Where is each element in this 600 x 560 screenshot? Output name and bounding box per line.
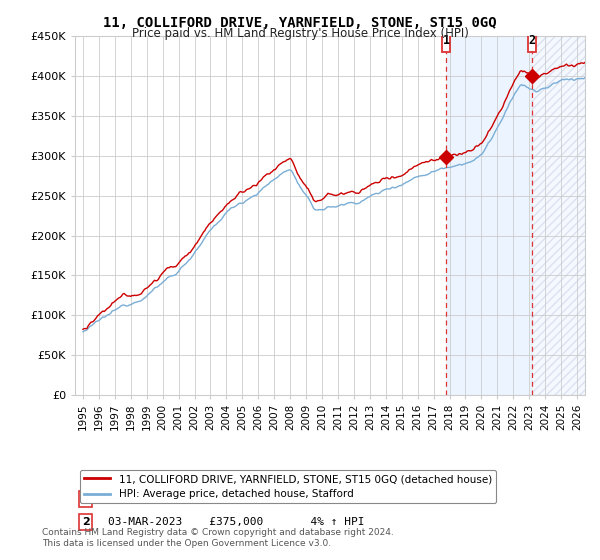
Text: Contains HM Land Registry data © Crown copyright and database right 2024.
This d: Contains HM Land Registry data © Crown c… — [42, 528, 394, 548]
Text: 1: 1 — [443, 34, 450, 47]
Legend: 11, COLLIFORD DRIVE, YARNFIELD, STONE, ST15 0GQ (detached house), HPI: Average p: 11, COLLIFORD DRIVE, YARNFIELD, STONE, S… — [80, 470, 496, 503]
FancyBboxPatch shape — [442, 29, 451, 52]
Bar — [446, 36, 532, 395]
Text: 2: 2 — [82, 517, 89, 527]
Text: 1: 1 — [82, 494, 89, 504]
Text: 11, COLLIFORD DRIVE, YARNFIELD, STONE, ST15 0GQ: 11, COLLIFORD DRIVE, YARNFIELD, STONE, S… — [103, 16, 497, 30]
Text: 03-MAR-2023    £375,000       4% ↑ HPI: 03-MAR-2023 £375,000 4% ↑ HPI — [108, 517, 365, 527]
Bar — [532, 36, 600, 395]
Text: 17-OCT-2017     £297,995     5% ↑ HPI: 17-OCT-2017 £297,995 5% ↑ HPI — [108, 494, 358, 504]
FancyBboxPatch shape — [528, 29, 536, 52]
Text: Price paid vs. HM Land Registry's House Price Index (HPI): Price paid vs. HM Land Registry's House … — [131, 27, 469, 40]
Text: 2: 2 — [529, 34, 535, 47]
